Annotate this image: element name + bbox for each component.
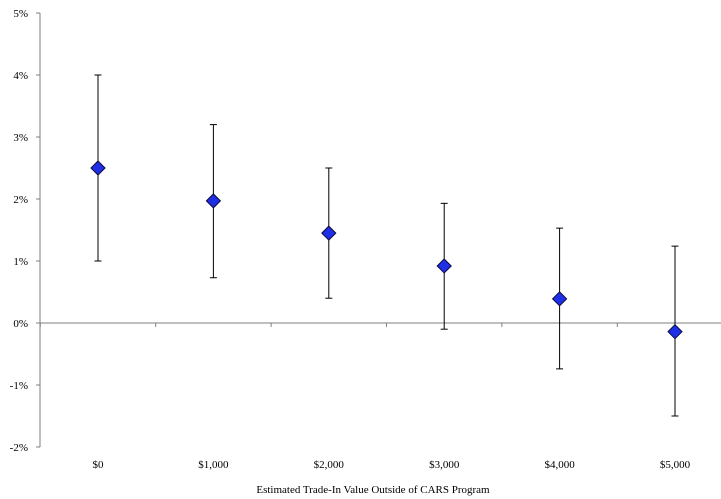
y-tick-label: -1% (10, 380, 28, 392)
y-tick-label: 4% (13, 70, 28, 82)
y-tick-label: 0% (13, 318, 28, 330)
data-point-marker (90, 160, 106, 176)
x-tick-label: $4,000 (544, 459, 575, 471)
data-point-marker (205, 193, 222, 209)
y-tick-label: 2% (13, 194, 28, 206)
y-tick-label: 1% (13, 256, 28, 268)
errorbar-layer (94, 74, 679, 417)
data-point-marker (551, 291, 568, 307)
x-tick-label: $1,000 (198, 459, 229, 471)
y-tick-label: 3% (13, 132, 28, 144)
x-tick-label: $0 (93, 459, 105, 471)
x-tick-label: $5,000 (660, 459, 691, 471)
x-tick-label: $3,000 (429, 459, 460, 471)
data-point-marker (321, 225, 337, 241)
axes-layer (36, 12, 721, 448)
y-tick-label: 5% (13, 8, 28, 20)
x-axis-title: Estimated Trade-In Value Outside of CARS… (256, 484, 490, 496)
y-tick-label: -2% (10, 442, 28, 454)
x-tick-label: $2,000 (314, 459, 345, 471)
data-point-marker (436, 258, 452, 274)
label-layer: 5% 4% 3% 2% 1% 0% -1% -2% $0 $1,000 $2,000 $3,000 $4… (10, 8, 691, 471)
data-point-marker (667, 323, 683, 340)
marker-layer (90, 160, 683, 340)
